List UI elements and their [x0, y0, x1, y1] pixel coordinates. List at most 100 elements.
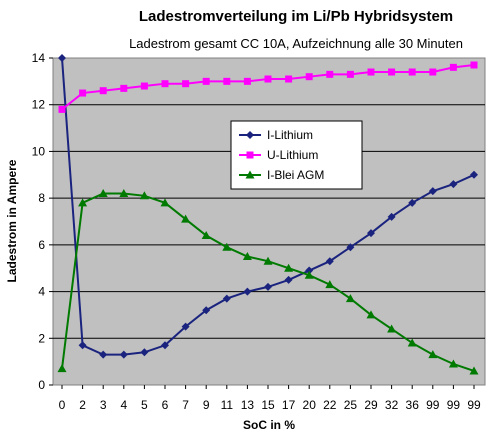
x-tick-label: 20: [303, 398, 317, 412]
x-tick-label: 25: [344, 398, 358, 412]
data-point: [387, 324, 397, 333]
data-point: [388, 68, 396, 76]
data-point: [140, 82, 148, 90]
data-point: [78, 198, 88, 207]
data-point: [284, 263, 294, 272]
data-point: [304, 270, 314, 279]
data-point: [469, 366, 479, 375]
data-point: [346, 70, 354, 78]
data-point: [325, 257, 334, 266]
y-tick-label: 0: [38, 378, 45, 392]
legend-marker: [246, 131, 254, 139]
legend-marker: [246, 151, 254, 159]
chart-subtitle: Ladestrom gesamt CC 10A, Aufzeichnung al…: [129, 36, 463, 51]
y-tick-label: 10: [32, 144, 46, 158]
x-tick-label: 9: [203, 398, 210, 412]
data-point: [222, 242, 232, 251]
data-point: [202, 306, 211, 315]
y-axis-ticks: 0 2 4 6 8 10 12 14: [32, 51, 53, 392]
x-tick-label: 17: [282, 398, 296, 412]
x-axis-ticks: 0 2 3 4 5 6 7 9 11 13 15 17 20 22 25 29 32 36 99 99 99: [59, 385, 481, 412]
data-point: [243, 77, 251, 85]
x-tick-label: 99: [467, 398, 481, 412]
legend-label: I-Lithium: [267, 128, 313, 142]
x-tick-label: 13: [241, 398, 255, 412]
data-point: [161, 341, 169, 350]
data-point: [99, 350, 108, 359]
data-point: [428, 187, 437, 196]
x-tick-label: 36: [406, 398, 420, 412]
x-tick-label: 22: [323, 398, 337, 412]
data-point: [119, 350, 128, 359]
legend-label: U-Lithium: [267, 148, 318, 162]
y-tick-label: 8: [38, 191, 45, 205]
x-tick-label: 29: [364, 398, 378, 412]
data-point: [325, 280, 335, 289]
data-point: [428, 350, 438, 359]
y-tick-label: 12: [32, 98, 46, 112]
data-point: [58, 105, 66, 113]
x-tick-label: 99: [447, 398, 461, 412]
data-point: [263, 256, 273, 265]
data-point: [305, 73, 313, 81]
data-point: [242, 252, 252, 261]
data-point: [408, 68, 416, 76]
legend-item: I-Lithium: [239, 128, 313, 142]
data-point: [326, 70, 334, 78]
series-i-lithium: [58, 54, 478, 359]
data-point: [408, 198, 417, 207]
y-tick-label: 6: [38, 238, 45, 252]
legend: I-Lithium U-Lithium I-Blei AGM: [230, 120, 363, 190]
data-point: [201, 231, 211, 240]
x-axis-title: SoC in %: [243, 418, 295, 432]
x-tick-label: 2: [79, 398, 86, 412]
data-point: [139, 191, 149, 200]
data-point: [305, 266, 314, 275]
y-tick-label: 2: [38, 331, 45, 345]
plot-area: [52, 57, 486, 386]
data-point: [470, 61, 478, 69]
data-point: [367, 229, 375, 238]
x-tick-label: 5: [141, 398, 148, 412]
data-point: [161, 80, 169, 88]
legend-item: I-Blei AGM: [239, 168, 324, 182]
series-i-blei-agm: [57, 188, 479, 375]
data-point: [449, 63, 457, 71]
data-point: [99, 87, 107, 95]
data-point: [79, 89, 87, 97]
x-tick-label: 15: [261, 398, 275, 412]
series-lines: [57, 54, 479, 375]
chart-title: Ladestromverteilung im Li/Pb Hybridsyste…: [139, 8, 453, 25]
data-point: [182, 80, 190, 88]
data-point: [264, 75, 272, 83]
data-point: [387, 212, 396, 221]
data-point: [285, 75, 293, 83]
data-point: [243, 287, 252, 296]
data-point: [264, 282, 272, 291]
data-point: [119, 188, 129, 197]
data-point: [78, 341, 87, 350]
x-tick-label: 99: [426, 398, 440, 412]
x-tick-label: 6: [162, 398, 169, 412]
data-point: [160, 198, 170, 207]
y-tick-label: 14: [32, 51, 46, 65]
data-point: [346, 243, 355, 252]
y-tick-label: 4: [38, 285, 45, 299]
legend-item: U-Lithium: [239, 148, 318, 162]
data-point: [367, 68, 375, 76]
data-point: [429, 68, 437, 76]
data-point: [181, 214, 191, 223]
data-point: [223, 77, 231, 85]
data-point: [140, 348, 149, 357]
data-point: [120, 84, 128, 92]
data-point: [407, 338, 417, 347]
legend-marker: [245, 170, 255, 179]
data-point: [57, 364, 67, 373]
y-axis-title: Ladestrom in Ampere: [5, 159, 19, 282]
x-tick-label: 32: [385, 398, 399, 412]
data-point: [98, 188, 108, 197]
x-tick-label: 4: [120, 398, 127, 412]
x-tick-label: 11: [221, 398, 234, 412]
data-point: [345, 294, 355, 303]
data-point: [202, 77, 210, 85]
